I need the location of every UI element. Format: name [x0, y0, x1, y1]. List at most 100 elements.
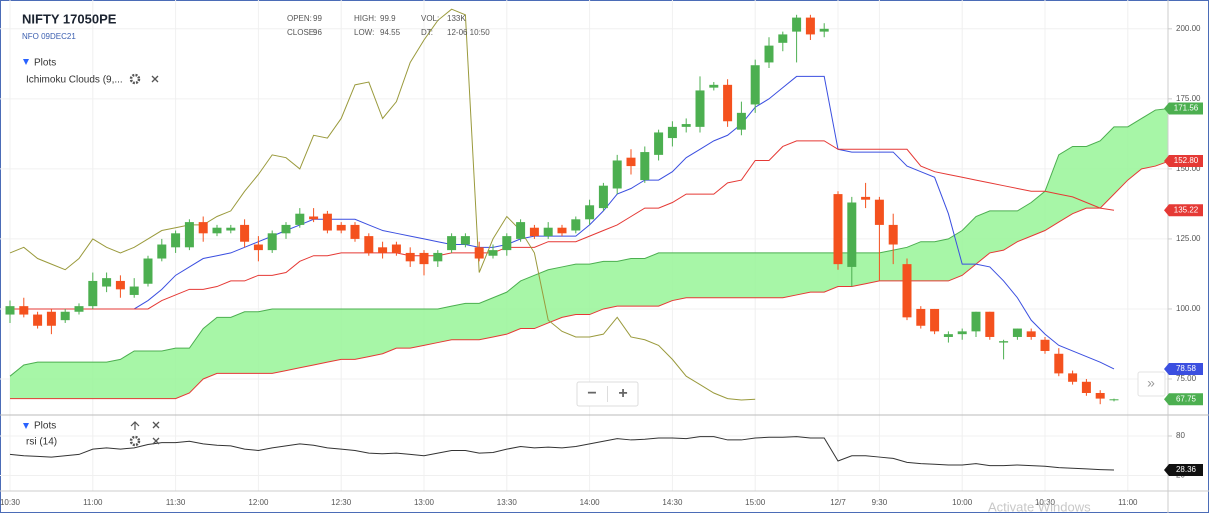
collapse-icon[interactable]	[23, 423, 29, 429]
ohlc-value: 99	[313, 14, 322, 23]
candle-body	[861, 196, 871, 200]
candle-body	[805, 17, 815, 35]
zoom-out-button[interactable]: −	[587, 385, 596, 402]
symbol: NIFTY 17050PE	[22, 11, 117, 26]
candle-body	[543, 227, 553, 237]
candle-body	[819, 28, 829, 32]
price-badge	[1164, 362, 1203, 375]
candle-body	[792, 17, 802, 32]
candle-body	[447, 236, 457, 251]
rsi-line	[9, 436, 1115, 471]
watermark: Activate Windows	[988, 499, 1091, 513]
price-badge-label: 171.56	[1174, 104, 1199, 113]
candle-body	[336, 224, 346, 231]
price-badge	[1164, 102, 1203, 115]
price-badge-label: 28.36	[1176, 465, 1197, 474]
settings-icon[interactable]	[129, 73, 141, 85]
candle-body	[60, 311, 70, 321]
legend-item[interactable]: Ichimoku Clouds (9,...	[26, 75, 123, 86]
scroll-right-button[interactable]: »	[1147, 375, 1155, 391]
candle-body	[405, 252, 415, 262]
price-badge	[1164, 204, 1203, 217]
candle-body	[667, 126, 677, 139]
candle-body	[157, 244, 167, 259]
candle-body	[723, 84, 733, 122]
indicator-line	[9, 8, 756, 401]
candle-body	[971, 311, 981, 332]
ohlc-value: 99.9	[380, 14, 396, 23]
candle-body	[460, 236, 470, 245]
cloud-fill	[10, 108, 1168, 399]
candle-body	[626, 157, 636, 167]
candle-body	[46, 311, 56, 326]
price-badge-label: 78.58	[1176, 364, 1197, 373]
candle-body	[888, 224, 898, 245]
candle-body	[1068, 373, 1078, 382]
candle-body	[212, 227, 222, 234]
y-tick-label: 175.00	[1176, 94, 1201, 103]
candle-body	[184, 222, 194, 248]
ohlc-value: 133K	[447, 14, 466, 23]
collapse-icon[interactable]	[23, 59, 29, 65]
candle-body	[916, 308, 926, 326]
candle-body	[654, 132, 664, 155]
x-tick-label: 12:00	[248, 498, 269, 507]
candle-body	[943, 334, 953, 337]
zoom-in-button[interactable]: +	[618, 385, 627, 402]
x-tick-label: 9:30	[872, 498, 888, 507]
ohlc-value: 12-06 10:50	[447, 28, 490, 37]
close-icon[interactable]	[151, 75, 159, 83]
candle-body	[267, 233, 277, 251]
settings-icon[interactable]	[129, 435, 141, 447]
candle-body	[1095, 392, 1105, 399]
candle-body	[847, 202, 857, 267]
price-badge-label: 67.75	[1176, 394, 1197, 403]
close-icon[interactable]	[152, 421, 160, 429]
move-up-icon[interactable]	[130, 421, 140, 430]
price-badge	[1164, 155, 1203, 168]
ohlc-label: OPEN:	[287, 14, 312, 23]
price-pane	[5, 8, 1168, 405]
legend-item[interactable]: rsi (14)	[26, 437, 57, 448]
candle-body	[750, 65, 760, 105]
candle-body	[695, 90, 705, 127]
candle-body	[902, 264, 912, 318]
y-tick-label: 200.00	[1176, 24, 1201, 33]
candle-body	[433, 252, 443, 262]
exchange: NFO 09DEC21	[22, 32, 76, 41]
x-tick-label: 10:00	[952, 498, 973, 507]
x-tick-label: 14:30	[662, 498, 683, 507]
candle-body	[681, 124, 691, 127]
ohlc: OPEN: 99 HIGH: 99.9 VOL: 133K CLOSE:96 LOW: 94.5…	[287, 14, 490, 37]
x-tick-label: 15:00	[745, 498, 766, 507]
axes: 75.00 100.00 125.00 150.00 175.00 200.00 171.5…	[0, 24, 1203, 507]
ohlc-label: VOL:	[421, 14, 439, 23]
zoom-controls: − +	[576, 381, 639, 407]
candle-body	[281, 224, 291, 234]
candle-body	[736, 112, 746, 130]
x-tick-label: 10:30	[0, 498, 21, 507]
indicator-line	[10, 140, 1115, 310]
candle-body	[364, 236, 374, 253]
ohlc-value: 94.55	[380, 28, 401, 37]
ohlc-label: DT:	[421, 28, 433, 37]
candle-body	[198, 222, 208, 234]
y-tick-label: 75.00	[1176, 374, 1197, 383]
candle-body	[474, 247, 484, 259]
candle-body	[930, 308, 940, 332]
candle-body	[378, 247, 388, 253]
candle-body	[833, 194, 843, 265]
x-tick-label: 11:30	[166, 498, 186, 507]
candle-body	[557, 227, 567, 234]
candle-body	[253, 244, 263, 251]
ohlc-label: LOW:	[354, 28, 374, 37]
close-icon[interactable]	[152, 437, 160, 445]
cloud-line	[9, 108, 1168, 377]
x-tick-label: 11:00	[83, 498, 103, 507]
price-badge-label: 152.80	[1174, 156, 1199, 165]
ohlc-value: 96	[313, 28, 322, 37]
candle-body	[1081, 381, 1091, 393]
candle-body	[598, 185, 608, 209]
